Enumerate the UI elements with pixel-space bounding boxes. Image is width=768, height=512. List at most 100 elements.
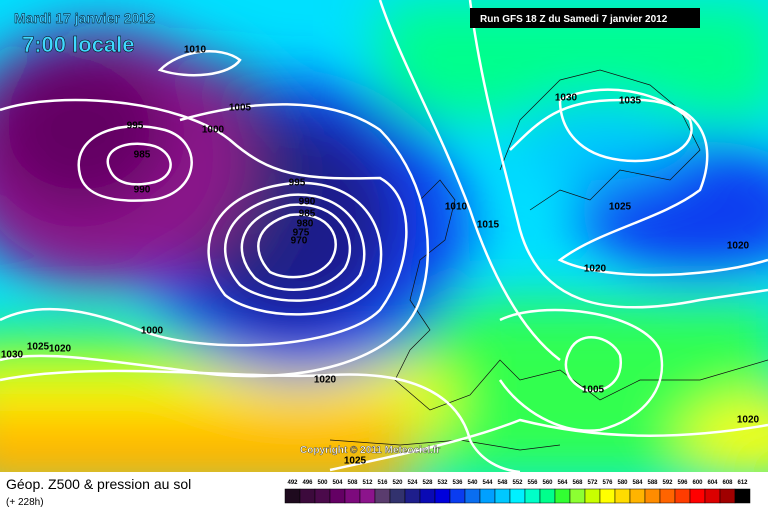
legend-value: 592 [662,480,673,486]
legend-value: 580 [617,480,628,486]
legend-value: 584 [632,480,643,486]
legend-swatch [614,488,631,504]
legend-swatch [284,488,301,504]
isobar-label: 980 [297,219,314,230]
legend-swatch [449,488,466,504]
isobar-label: 1020 [314,375,337,386]
legend-swatch [314,488,331,504]
legend-swatch [644,488,661,504]
legend-swatch [734,488,751,504]
legend-value: 564 [557,480,568,486]
legend-swatch [599,488,616,504]
legend-value: 588 [647,480,658,486]
isobar-label: 1010 [445,202,468,213]
legend-value: 560 [542,480,553,486]
isobar-label: 1000 [141,326,164,337]
isobar-label: 1020 [727,241,750,252]
local-time: 7:00 locale [22,32,135,57]
isobar-label: 1005 [229,103,252,114]
isobar-label: 1030 [1,350,24,361]
legend-swatch [569,488,586,504]
legend-swatch [419,488,436,504]
isobars [0,0,768,472]
legend-title: Géop. Z500 & pression au sol [6,476,191,492]
isobar-label: 1020 [49,344,72,355]
legend-value: 520 [392,480,403,486]
legend-value: 524 [407,480,418,486]
legend-value: 532 [437,480,448,486]
legend-value: 576 [602,480,613,486]
legend-swatch [509,488,526,504]
legend-swatch [689,488,706,504]
date: Mardi 17 janvier 2012 [14,10,155,26]
isobar-label: 985 [134,150,151,161]
isobar-label: 1025 [27,342,50,353]
legend-value: 492 [287,480,298,486]
isobar-label: 1035 [619,96,642,107]
legend-value: 556 [527,480,538,486]
legend-value: 508 [347,480,358,486]
legend-value: 612 [737,480,748,486]
legend-value: 504 [332,480,343,486]
isobar-label: 1005 [582,385,605,396]
run-info: Run GFS 18 Z du Samedi 7 janvier 2012 [480,14,668,25]
legend-swatch [719,488,736,504]
isobar-label: 990 [299,197,316,208]
legend-swatch [659,488,676,504]
legend-value: 572 [587,480,598,486]
legend-value: 552 [512,480,523,486]
isobar-label: 995 [127,121,144,132]
isobar-label: 1010 [184,45,207,56]
legend-swatch [704,488,721,504]
legend-swatch [299,488,316,504]
run-box [470,8,700,28]
legend-value: 548 [497,480,508,486]
legend-value: 604 [707,480,718,486]
isobar-label: 970 [291,236,308,247]
legend-swatch [674,488,691,504]
isobar-label: 1025 [609,202,632,213]
isobar-label: 1025 [344,456,367,467]
legend-value: 596 [677,480,688,486]
legend-swatch [374,488,391,504]
isobar-label: 990 [134,185,151,196]
isobar-label: 1020 [584,264,607,275]
legend-swatch [389,488,406,504]
legend-swatch [629,488,646,504]
legend-swatch [494,488,511,504]
legend-swatch [329,488,346,504]
legend-swatch [464,488,481,504]
legend-value: 568 [572,480,583,486]
isobar-label: 985 [299,209,316,220]
legend-value: 540 [467,480,478,486]
legend-value: 608 [722,480,733,486]
legend-swatch [539,488,556,504]
legend-value: 516 [377,480,388,486]
legend-value: 544 [482,480,493,486]
legend-swatch [434,488,451,504]
legend-swatch [359,488,376,504]
legend-value: 536 [452,480,463,486]
legend-swatch [584,488,601,504]
legend-scale: 492 496 500 504 508 512 516 520 524 528 532 536 540 5… [284,480,751,504]
legend-value: 500 [317,480,328,486]
isobar-label: 1030 [555,93,578,104]
legend-swatch [554,488,571,504]
legend-value: 512 [362,480,373,486]
isobar-label: 975 [293,228,310,239]
copyright: Copyright © 2011 Meteociel.fr [300,445,440,456]
legend-swatch [404,488,421,504]
isobar-label: 1020 [737,415,760,426]
legend-swatch [524,488,541,504]
isobar-label: 1000 [202,125,225,136]
legend-value: 600 [692,480,703,486]
legend-swatch [479,488,496,504]
legend-subtitle: (+ 228h) [6,497,44,508]
isobar-label: 1015 [477,220,500,231]
legend-value: 496 [302,480,313,486]
legend-swatch [344,488,361,504]
isobar-label: 995 [289,178,306,189]
